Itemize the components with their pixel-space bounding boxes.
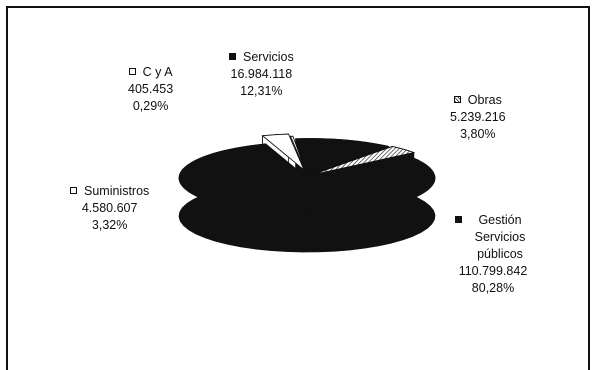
label-gestion-name: Gestión Servicios públicos [474, 213, 526, 261]
label-suministros: Suministros 4.580.607 3,32% [70, 182, 149, 234]
label-cya: C y A 405.453 0,29% [128, 63, 173, 115]
label-gestion-value: 110.799.842 [458, 264, 528, 278]
label-gestion-pct: 80,28% [471, 281, 515, 295]
label-suministros-pct: 3,32% [91, 218, 128, 232]
label-obras: Obras 5.239.216 3,80% [450, 91, 506, 143]
swatch-suministros [70, 187, 77, 194]
label-cya-value: 405.453 [128, 82, 174, 96]
swatch-servicios [229, 53, 236, 60]
label-obras-name: Obras [467, 93, 502, 107]
label-servicios-value: 16.984.118 [230, 67, 293, 81]
label-obras-pct: 3,80% [460, 127, 496, 141]
pie-slice-2 [312, 146, 416, 176]
label-gestion: Gestión Servicios públicos 110.799.842 8… [455, 211, 531, 297]
label-cya-name: C y A [142, 65, 173, 79]
label-suministros-value: 4.580.607 [81, 201, 138, 215]
label-cya-pct: 0,29% [132, 99, 169, 113]
swatch-gestion [455, 216, 462, 223]
chart-frame [6, 6, 590, 370]
swatch-obras [453, 96, 461, 103]
label-servicios-name: Servicios [243, 50, 294, 64]
label-servicios-pct: 12,31% [240, 84, 283, 98]
swatch-cya [128, 68, 136, 75]
label-suministros-name: Suministros [84, 184, 150, 198]
label-servicios: Servicios 16.984.118 12,31% [229, 48, 294, 100]
pie-slice-1 [295, 138, 390, 176]
pie-slice-3 [178, 143, 436, 215]
pie-slice-4 [261, 133, 305, 171]
pie-slice-0 [289, 135, 307, 173]
label-obras-value: 5.239.216 [450, 110, 506, 124]
